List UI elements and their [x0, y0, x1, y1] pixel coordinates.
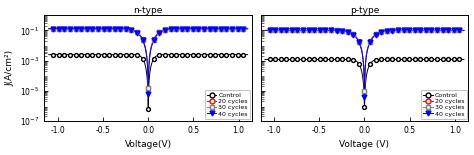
X-axis label: Voltage(V): Voltage(V): [125, 140, 172, 149]
Title: n-type: n-type: [134, 6, 163, 15]
Y-axis label: J(A/cm²): J(A/cm²): [6, 50, 15, 86]
Title: p-type: p-type: [350, 6, 379, 15]
X-axis label: Voltage (V): Voltage (V): [339, 140, 390, 149]
Legend: Control, 20 cycles, 30 cycles, 40 cycles: Control, 20 cycles, 30 cycles, 40 cycles: [421, 90, 466, 119]
Legend: Control, 20 cycles, 30 cycles, 40 cycles: Control, 20 cycles, 30 cycles, 40 cycles: [205, 90, 250, 119]
